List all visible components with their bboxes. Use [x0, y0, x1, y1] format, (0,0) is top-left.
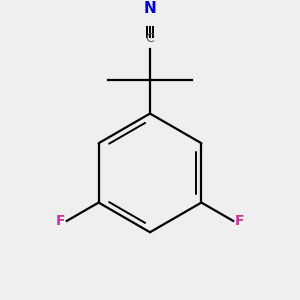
Text: F: F	[235, 214, 245, 228]
Text: F: F	[55, 214, 65, 228]
Text: C: C	[146, 32, 154, 45]
Text: N: N	[144, 2, 156, 16]
